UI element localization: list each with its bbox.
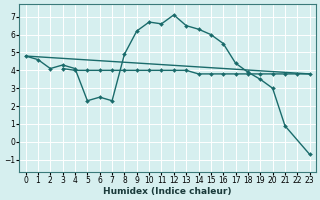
- X-axis label: Humidex (Indice chaleur): Humidex (Indice chaleur): [103, 187, 232, 196]
